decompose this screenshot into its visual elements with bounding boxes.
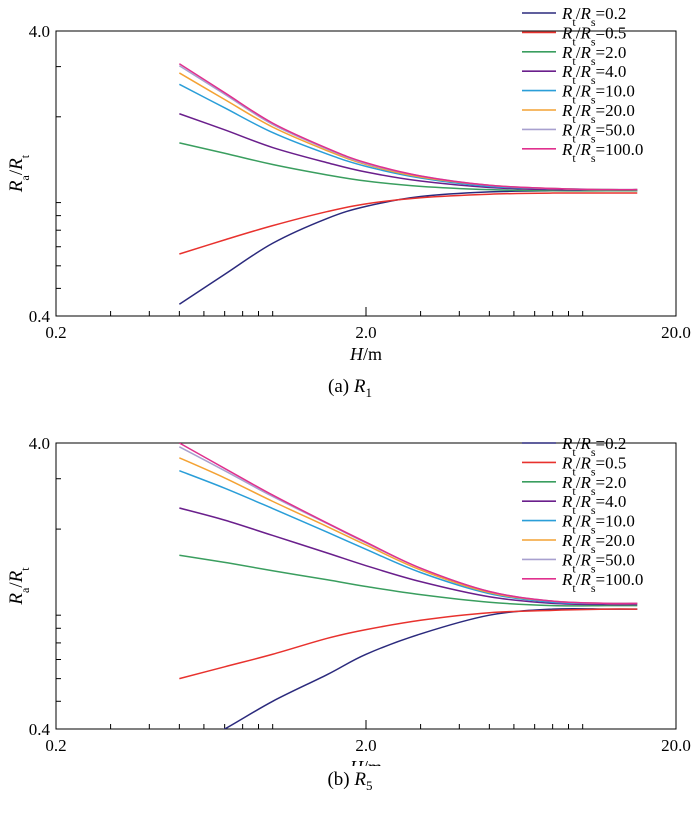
caption-subscript: 5	[366, 777, 373, 793]
series-group	[178, 63, 638, 305]
x-axis-label: H/m	[349, 344, 382, 364]
caption-symbol: R	[354, 769, 366, 790]
y-tick-label: 4.0	[29, 22, 50, 41]
legend-label: Rt/Rs=0.2	[561, 434, 626, 459]
legend-label: Rt/Rs=10.0	[561, 82, 635, 107]
legend-label: Rt/Rs=0.5	[561, 453, 626, 478]
legend: Rt/Rs=0.2Rt/Rs=0.5Rt/Rs=2.0Rt/Rs=4.0Rt/R…	[522, 4, 643, 165]
chart-b-caption: (b) R5	[0, 769, 700, 794]
x-tick-label: 2.0	[355, 323, 376, 342]
chart-a-plot: 0.2 2.0 20.0 0.4 4.0 H/m Ra/Rt Rt/Rs=0.2Rt/Rs=0…	[6, 4, 691, 364]
x-tick-label: 0.2	[45, 323, 66, 342]
chart-panel-a: 0.2 2.0 20.0 0.4 4.0 H/m Ra/Rt Rt/Rs=0.2 Rt/Rs=0…	[0, 4, 700, 401]
legend-label: Rt/Rs=20.0	[561, 531, 635, 556]
y-tick-label: 0.4	[29, 307, 51, 326]
y-tick-label: 4.0	[29, 434, 50, 453]
legend-label: Rt/Rs=20.0	[561, 101, 635, 126]
series-line-2-0	[179, 554, 638, 607]
x-tick-label: 2.0	[355, 736, 376, 755]
chart-a-caption: (a) R1	[0, 376, 700, 401]
caption-subscript: 1	[365, 384, 372, 400]
legend-label: Rt/Rs=50.0	[561, 120, 635, 145]
y-axis-label: Ra/Rt	[6, 154, 32, 193]
chart-panel-b: 0.2 2.0 20.0 0.4 4.0 H/m Ra/Rt Rt/Rs=0.2Rt/Rs=0…	[0, 410, 700, 819]
series-line-2-0	[179, 142, 638, 192]
legend: Rt/Rs=0.2Rt/Rs=0.5Rt/Rs=2.0Rt/Rs=4.0Rt/R…	[522, 434, 643, 595]
y-tick-label: 0.4	[29, 720, 51, 739]
series-line-100-0	[178, 443, 638, 605]
legend-label: Rt/Rs=0.2	[561, 4, 626, 29]
series-line-0-5	[179, 192, 638, 255]
legend-label: Rt/Rs=100.0	[561, 570, 643, 595]
legend-label: Rt/Rs=10.0	[561, 512, 635, 537]
chart-b-plot: 0.2 2.0 20.0 0.4 4.0 H/m Ra/Rt Rt/Rs=0.2Rt/Rs=0…	[6, 434, 691, 777]
series-line-0-2	[178, 189, 638, 305]
legend-label: Rt/Rs=100.0	[561, 140, 643, 165]
caption-prefix: (b)	[327, 769, 355, 790]
caption-symbol: R	[353, 376, 366, 397]
series-group	[178, 443, 638, 729]
series-line-4-0	[179, 507, 638, 606]
legend-label: Rt/Rs=2.0	[561, 43, 626, 68]
x-tick-label: 20.0	[661, 323, 691, 342]
series-line-100-0	[178, 63, 638, 191]
series-line-0-5	[179, 608, 638, 680]
legend-label: Rt/Rs=2.0	[561, 473, 626, 498]
x-axis-label: H/m	[349, 757, 382, 766]
legend-label: Rt/Rs=4.0	[561, 492, 626, 517]
x-tick-label: 0.2	[45, 736, 66, 755]
y-axis-label: Ra/Rt	[6, 567, 32, 606]
caption-prefix: (a)	[328, 376, 354, 397]
x-tick-label: 20.0	[661, 736, 691, 755]
legend-label: Rt/Rs=0.5	[561, 23, 626, 48]
legend-label: Rt/Rs=50.0	[561, 550, 635, 575]
legend-label: Rt/Rs=4.0	[561, 62, 626, 87]
series-line-0-2	[223, 607, 638, 729]
